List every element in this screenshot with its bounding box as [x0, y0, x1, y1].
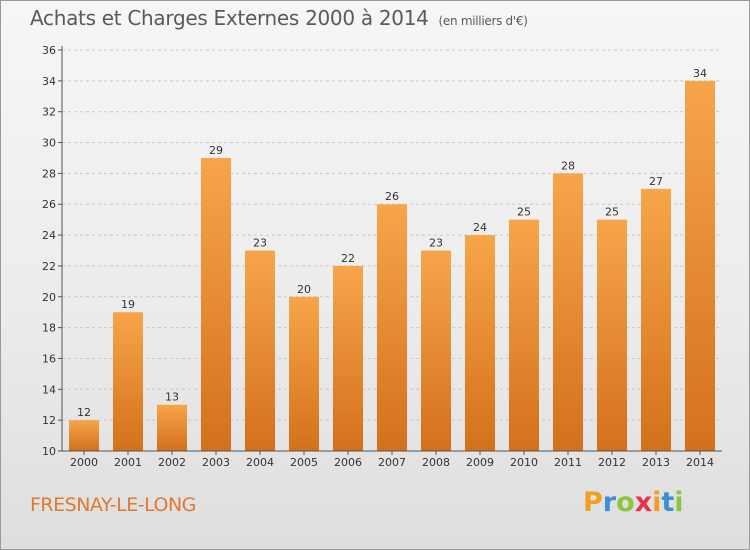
x-tick-label: 2007: [378, 456, 406, 469]
y-tick-label: 28: [42, 167, 56, 180]
bar-2010: [509, 219, 539, 451]
bar-value-label: 26: [385, 190, 399, 203]
bar-2001: [113, 312, 143, 451]
logo-letter: i: [652, 487, 662, 518]
bars: [69, 80, 715, 452]
y-tick-label: 12: [42, 414, 56, 427]
y-tick-label: 10: [42, 445, 56, 458]
x-tick-label: 2010: [510, 456, 538, 469]
bar-value-label: 25: [605, 206, 619, 219]
y-tick-label: 26: [42, 198, 56, 211]
bar-2008: [421, 250, 451, 451]
chart-title: Achats et Charges Externes 2000 à 2014 (e…: [30, 6, 528, 30]
x-tick-label: 2008: [422, 456, 450, 469]
x-tick-label: 2005: [290, 456, 318, 469]
bar-2012: [597, 219, 627, 451]
logo-letter: P: [583, 487, 603, 518]
bar-value-label: 22: [341, 252, 355, 265]
bar-2002: [157, 404, 187, 451]
bar-value-label: 27: [649, 175, 663, 188]
bar-value-label: 20: [297, 283, 311, 296]
bar-2014: [685, 80, 715, 451]
bar-value-label: 23: [429, 237, 443, 250]
y-tick-label: 18: [42, 322, 56, 335]
x-tick-label: 2009: [466, 456, 494, 469]
y-tick-label: 30: [42, 137, 56, 150]
x-tick-label: 2012: [598, 456, 626, 469]
axes: [58, 46, 722, 455]
x-tick-label: 2002: [158, 456, 186, 469]
bar-value-label: 24: [473, 221, 487, 234]
bar-2006: [333, 265, 363, 451]
bar-2003: [201, 157, 231, 451]
city-name: FRESNAY-LE-LONG: [30, 494, 196, 516]
x-tick-label: 2004: [246, 456, 274, 469]
bar-2013: [641, 188, 671, 452]
x-tick-label: 2013: [642, 456, 670, 469]
bar-value-label: 34: [693, 67, 707, 80]
logo-letter: o: [616, 487, 635, 518]
logo-letter: x: [634, 487, 653, 518]
x-tick-label: 2001: [114, 456, 142, 469]
y-tick-label: 36: [42, 44, 56, 57]
bar-value-label: 23: [253, 237, 267, 250]
logo-letter: r: [602, 487, 617, 518]
x-tick-label: 2003: [202, 456, 230, 469]
bar-2011: [553, 173, 583, 451]
bar-2007: [377, 204, 407, 451]
y-tick-label: 32: [42, 106, 56, 119]
x-tick-label: 2014: [686, 456, 714, 469]
y-tick-label: 16: [42, 352, 56, 365]
bar-value-label: 12: [77, 406, 91, 419]
y-tick-label: 24: [42, 229, 56, 242]
logo-letter: i: [674, 487, 684, 518]
bar-2009: [465, 235, 495, 451]
bar-2000: [69, 420, 99, 451]
bar-2004: [245, 250, 275, 451]
bar-value-label: 25: [517, 206, 531, 219]
y-tick-label: 22: [42, 260, 56, 273]
y-tick-label: 14: [42, 383, 56, 396]
bar-value-label: 13: [165, 391, 179, 404]
logo-letter: t: [661, 487, 675, 518]
chart-unit: (en milliers d'€): [438, 14, 528, 28]
bar-value-label: 19: [121, 298, 135, 311]
x-tick-label: 2006: [334, 456, 362, 469]
bar-value-label: 28: [561, 159, 575, 172]
bar-2005: [289, 296, 319, 451]
proxiti-logo: Proxiti: [583, 487, 684, 518]
x-tick-label: 2000: [70, 456, 98, 469]
y-tick-label: 34: [42, 75, 56, 88]
y-tick-label: 20: [42, 291, 56, 304]
chart-title-text: Achats et Charges Externes 2000 à 2014: [30, 6, 429, 30]
labels: 10 12 14 16 18 20 22 24 26 28 30 32 34 36 12 2000 19 2001…: [42, 44, 714, 469]
bar-value-label: 29: [209, 144, 223, 157]
x-tick-label: 2011: [554, 456, 582, 469]
